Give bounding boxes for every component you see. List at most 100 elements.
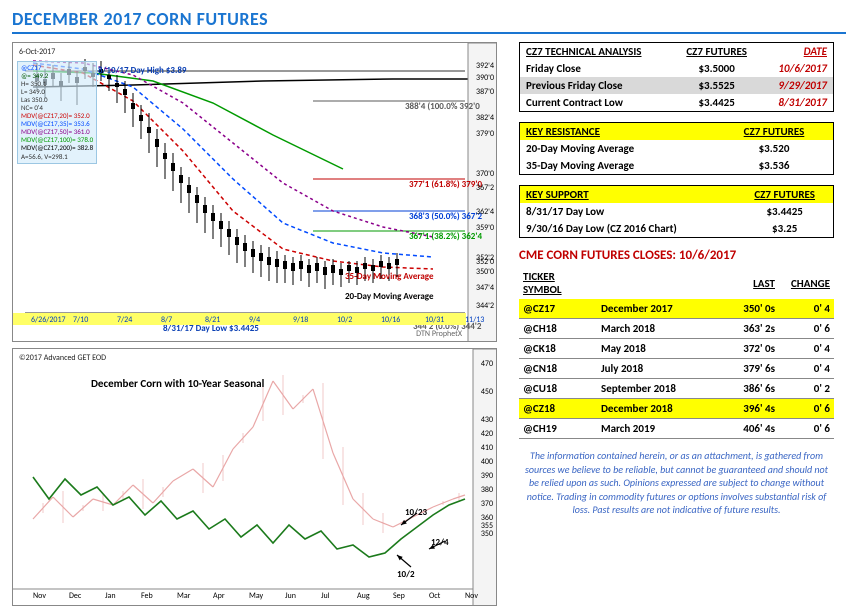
- closes-last: 386' 6s: [724, 379, 779, 399]
- resistance-label: 35-Day Moving Average: [520, 157, 715, 175]
- y-axis-label: 430: [481, 415, 493, 425]
- key-support-table: KEY SUPPORT CZ7 FUTURES 8/31/17 Day Low …: [519, 185, 834, 238]
- closes-symbol: @CN18: [519, 359, 597, 379]
- y-axis-label: 420: [481, 429, 493, 439]
- page-title: DECEMBER 2017 CORN FUTURES: [12, 8, 846, 34]
- closes-last: 379' 6s: [724, 359, 779, 379]
- closes-table: TICKER SYMBOL LAST CHANGE @CZ17 December…: [519, 267, 834, 439]
- tech-hdr-2: CZ7 FUTURES: [673, 43, 760, 61]
- closes-row: @CZ18 December 2018 396' 4s 0' 6: [519, 399, 834, 419]
- closes-symbol: @CK18: [519, 339, 597, 359]
- x-axis-label: 8/7: [161, 315, 172, 325]
- closes-hdr-3: LAST: [724, 267, 779, 299]
- y-axis-label: 370: [481, 499, 493, 509]
- resistance-val: $3.520: [715, 140, 834, 157]
- y-axis-label: 350: [481, 529, 493, 539]
- x-axis-label: 6/26/2017: [31, 315, 66, 325]
- closes-title: CME CORN FUTURES CLOSES: 10/6/2017: [519, 248, 834, 263]
- y-axis-label: 400: [481, 457, 493, 467]
- x-axis-label: Nov: [465, 591, 478, 601]
- closes-change: 0' 4: [779, 299, 834, 319]
- support-row: 8/31/17 Day Low $3.4425: [520, 203, 834, 220]
- closes-symbol: @CH19: [519, 419, 597, 439]
- y-axis-label: 392'4: [476, 61, 494, 71]
- closes-month: May 2018: [597, 339, 724, 359]
- y-axis-label: 450: [481, 387, 493, 397]
- x-axis-label: Jul: [321, 591, 330, 601]
- closes-change: 0' 6: [779, 319, 834, 339]
- y-axis-label: 370'0: [476, 169, 494, 179]
- y-axis-label: 387'0: [476, 87, 494, 97]
- tech-analysis-table: CZ7 TECHNICAL ANALYSIS CZ7 FUTURES DATE …: [519, 42, 834, 112]
- y-axis-label: 344'2: [476, 301, 494, 311]
- closes-row: @CK18 May 2018 372' 0s 0' 4: [519, 339, 834, 359]
- x-axis-label: 10/2: [337, 315, 352, 325]
- closes-hdr-2: [597, 267, 724, 299]
- x-axis-label: Oct: [429, 591, 440, 601]
- support-row: 9/30/16 Day Low (CZ 2016 Chart) $3.25: [520, 220, 834, 238]
- closes-change: 0' 4: [779, 359, 834, 379]
- tech-val: $3.5000: [673, 60, 760, 77]
- chart-annotation: 10/23: [405, 507, 427, 518]
- y-axis-label: 380: [481, 485, 493, 495]
- closes-month: March 2019: [597, 419, 724, 439]
- chart2-title: December Corn with 10-Year Seasonal: [91, 377, 264, 390]
- closes-change: 0' 6: [779, 399, 834, 419]
- chart-annotation: 10/2: [397, 569, 415, 580]
- tech-date: 9/29/2017: [760, 77, 833, 94]
- support-label: 9/30/16 Day Low (CZ 2016 Chart): [520, 220, 737, 238]
- left-column: 6-Oct-2017 @CZ17@= 349.2H= 350.1L= 349.0…: [12, 42, 497, 606]
- chart-annotation: 35-Day Moving Average: [345, 271, 434, 282]
- closes-row: @CN18 July 2018 379' 6s 0' 4: [519, 359, 834, 379]
- chart2-corner: ©2017 Advanced GET EOD: [19, 353, 106, 363]
- tech-hdr-3: DATE: [760, 43, 833, 61]
- chart-seasonal: ©2017 Advanced GET EOD December Corn wit…: [12, 348, 497, 606]
- chart-annotation: 367'1 (38.2%) 362'4: [409, 231, 482, 242]
- y-axis-label: 390'0: [476, 73, 494, 83]
- closes-change: 0' 2: [779, 379, 834, 399]
- chart-annotation: 368'3 (50.0%) 367'2: [409, 211, 482, 222]
- resistance-val: $3.536: [715, 157, 834, 175]
- x-axis-label: Feb: [141, 591, 153, 601]
- y-axis-label: 379'0: [476, 129, 494, 139]
- tech-label: Previous Friday Close: [520, 77, 674, 94]
- x-axis-label: 9/4: [249, 315, 260, 325]
- tech-date: 10/6/2017: [760, 60, 833, 77]
- tech-val: $3.5525: [673, 77, 760, 94]
- sup-hdr-1: KEY SUPPORT: [520, 186, 737, 204]
- chart-annotation: 20-Day Moving Average: [345, 291, 434, 302]
- x-axis-label: 10/31: [425, 315, 444, 325]
- tech-row: Previous Friday Close $3.5525 9/29/2017: [520, 77, 834, 94]
- chart-annotation: 12/4: [431, 537, 449, 548]
- y-axis-label: 359'0: [476, 223, 494, 233]
- closes-symbol: @CU18: [519, 379, 597, 399]
- closes-symbol: @CZ18: [519, 399, 597, 419]
- x-axis-label: 7/24: [117, 315, 132, 325]
- closes-hdr-1: TICKER SYMBOL: [519, 267, 597, 299]
- indicator-line: A=56.6, V=298.1: [21, 153, 93, 161]
- support-label: 8/31/17 Day Low: [520, 203, 737, 220]
- key-resistance-table: KEY RESISTANCE CZ7 FUTURES 20-Day Moving…: [519, 122, 834, 175]
- x-axis-label: 10/16: [381, 315, 400, 325]
- closes-change: 0' 4: [779, 339, 834, 359]
- chart-price: 6-Oct-2017 @CZ17@= 349.2H= 350.1L= 349.0…: [12, 42, 497, 342]
- closes-row: @CH19 March 2019 406' 4s 0' 6: [519, 419, 834, 439]
- closes-last: 363' 2s: [724, 319, 779, 339]
- resistance-row: 20-Day Moving Average $3.520: [520, 140, 834, 157]
- resistance-label: 20-Day Moving Average: [520, 140, 715, 157]
- closes-symbol: @CZ17: [519, 299, 597, 319]
- y-axis-label: 347'4: [476, 283, 494, 293]
- x-axis-label: Mar: [177, 591, 190, 601]
- tech-date: 8/31/2017: [760, 94, 833, 112]
- resistance-row: 35-Day Moving Average $3.536: [520, 157, 834, 175]
- closes-row: @CH18 March 2018 363' 2s 0' 6: [519, 319, 834, 339]
- chart-annotation: 377'1 (61.8%) 379'0: [409, 179, 482, 190]
- closes-last: 350' 0s: [724, 299, 779, 319]
- tech-label: Current Contract Low: [520, 94, 674, 112]
- x-axis-label: Jan: [105, 591, 116, 601]
- closes-symbol: @CH18: [519, 319, 597, 339]
- x-axis-label: May: [249, 591, 263, 601]
- sup-hdr-2: CZ7 FUTURES: [736, 186, 833, 204]
- y-axis-label: 367'2: [476, 183, 494, 193]
- closes-month: July 2018: [597, 359, 724, 379]
